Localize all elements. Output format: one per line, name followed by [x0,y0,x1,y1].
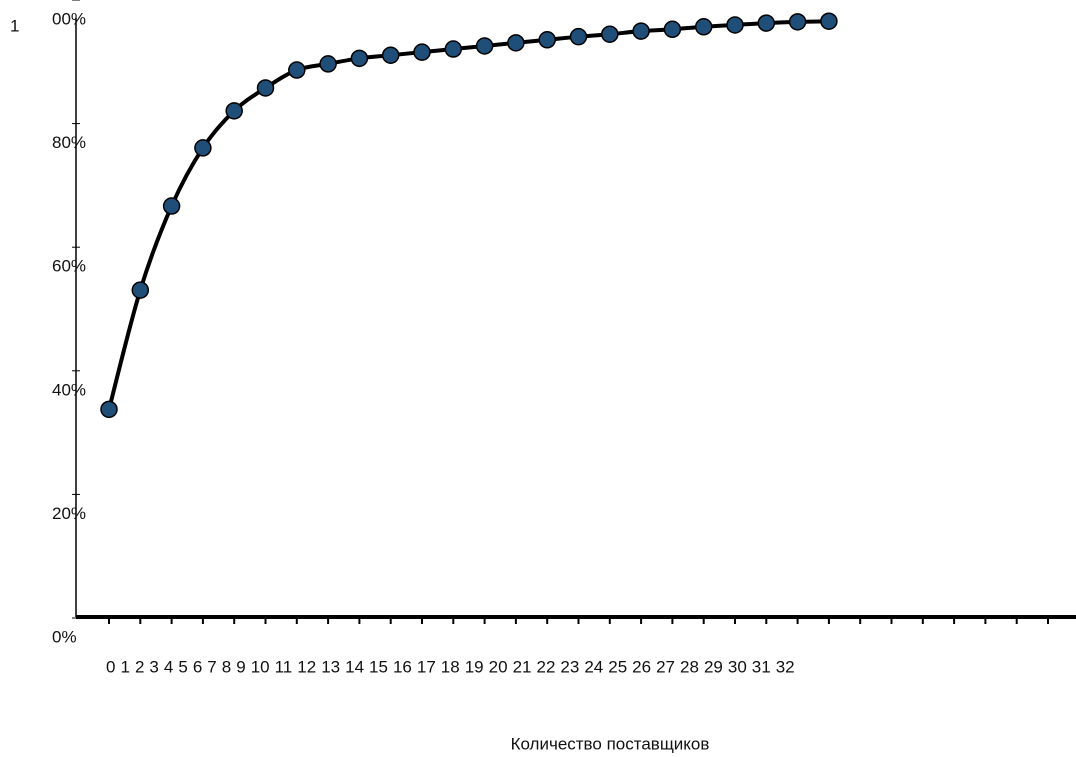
y-tick-label: 80% [52,133,86,152]
point [162,197,181,215]
point [100,400,118,419]
x-tick-label: 6 [193,657,202,676]
x-tick-label: 28 [680,657,699,676]
point [726,16,744,34]
x-tick-label: 22 [536,657,555,676]
x-tick-label: 20 [489,657,508,676]
point [820,12,838,30]
x-tick-label: 7 [207,657,216,676]
line [107,19,829,410]
x-tick-label: 14 [345,657,364,676]
point [319,55,337,73]
x-tick-label: 23 [560,657,579,676]
point [413,43,431,61]
point [757,14,776,32]
point [569,27,588,46]
point [256,79,275,97]
x-tick-label: 16 [393,657,412,676]
x-tick-label: 19 [465,657,484,676]
point [350,49,369,68]
x-tick-label: 30 [728,657,747,676]
x-tick-label: 4 [164,657,173,676]
y-tick-label: 20% [52,504,86,523]
point [444,40,463,58]
x-tick-label: 2 [135,657,144,676]
x-tick-label: 13 [321,657,340,676]
x-tick-label: 1 [120,657,129,676]
point [663,20,682,39]
point [538,31,556,49]
x-tick-label: 29 [704,657,723,676]
x-tick-label: 11 [275,657,293,676]
x-tick-label: 24 [584,657,603,676]
y-tick-label: 0% [52,627,77,646]
x-tick-label: 32 [776,657,795,676]
x-tick-label: 3 [149,657,158,676]
x-tick-label: 27 [656,657,675,676]
x-tick-label: 8 [222,657,231,676]
x-tick-label: 15 [369,657,388,676]
point [475,37,494,55]
x-tick-label: 17 [417,657,436,676]
x-tick-label: 5 [178,657,187,676]
x-tick-label: 25 [608,657,627,676]
x-tick-label: 0 [106,657,115,676]
x-tick-label: 10 [251,657,270,676]
point [194,139,212,157]
point [632,22,650,40]
point [225,102,243,120]
point [788,13,807,31]
x-tick-label: 31 [752,657,771,676]
x-tick-label: 21 [513,657,532,676]
x-tick-label: 26 [632,657,651,676]
point [288,61,306,79]
annotation: 1 [10,16,19,35]
point [694,18,713,36]
point [131,281,150,299]
x-tick-label: 9 [236,657,245,676]
point [507,34,525,52]
point [601,25,619,43]
point [381,46,400,64]
y-tick-label: 60% [52,257,86,276]
x-axis-title: Количество поставщиков [511,734,710,753]
y-tick-label: 40% [52,380,86,399]
x-tick-label: 12 [297,657,316,676]
y-tick-label: 00% [52,9,86,28]
x-tick-label: 18 [441,657,460,676]
